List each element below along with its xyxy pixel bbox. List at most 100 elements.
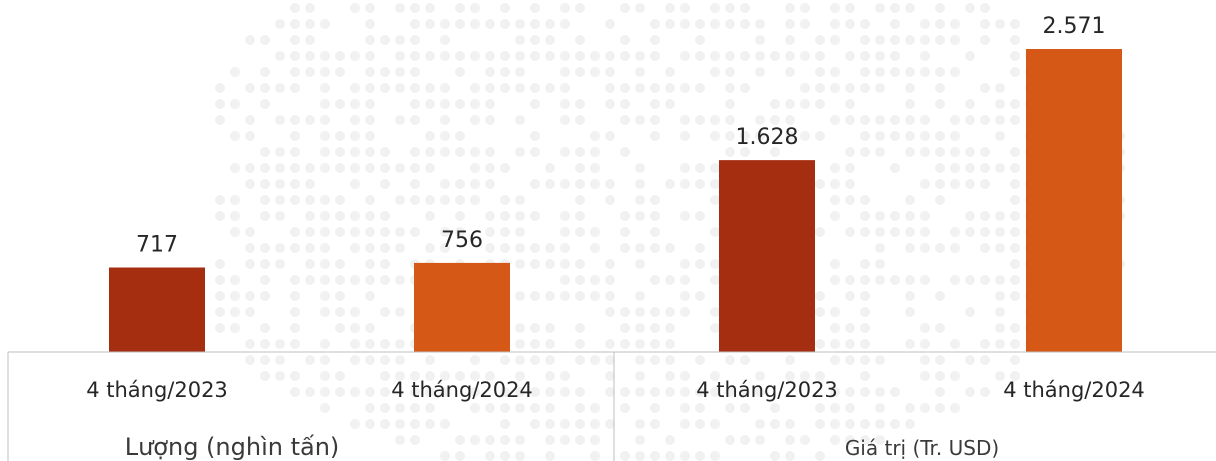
background-dot (290, 163, 300, 173)
background-dot (470, 403, 480, 413)
background-dot (680, 83, 690, 93)
background-dot (365, 99, 375, 109)
background-dot (365, 19, 375, 29)
background-dot (425, 371, 435, 381)
background-dot (725, 99, 735, 109)
background-dot (440, 419, 450, 429)
background-dot (620, 243, 630, 253)
background-dot (365, 243, 375, 253)
background-dot (965, 115, 975, 125)
background-dot (1010, 243, 1020, 253)
background-dot (605, 355, 615, 365)
background-dot (815, 179, 825, 189)
background-dot (710, 323, 720, 333)
background-dot (725, 131, 735, 141)
background-dot (845, 19, 855, 29)
background-dot (515, 67, 525, 77)
background-dot (605, 51, 615, 61)
background-dot (395, 355, 405, 365)
background-dot (875, 51, 885, 61)
background-dot (605, 83, 615, 93)
background-dot (740, 19, 750, 29)
background-dot (215, 211, 225, 221)
background-dot (365, 211, 375, 221)
background-dot (620, 99, 630, 109)
background-dot (515, 291, 525, 301)
background-dot (620, 3, 630, 13)
background-dot (830, 195, 840, 205)
background-dot (710, 227, 720, 237)
background-dot (680, 51, 690, 61)
background-dot (470, 3, 480, 13)
background-dot (380, 419, 390, 429)
background-dot (530, 131, 540, 141)
background-dot (290, 35, 300, 45)
background-dot (275, 19, 285, 29)
background-dot (785, 355, 795, 365)
background-dot (455, 195, 465, 205)
bar-value-1 (719, 160, 815, 352)
background-dot (470, 163, 480, 173)
background-dot (980, 387, 990, 397)
background-dot (455, 67, 465, 77)
background-dot (800, 3, 810, 13)
background-dot (395, 227, 405, 237)
background-dot (935, 195, 945, 205)
background-dot (515, 115, 525, 125)
background-dot (395, 403, 405, 413)
background-dot (650, 19, 660, 29)
background-dot (740, 131, 750, 141)
background-dot (695, 163, 705, 173)
background-dot (920, 211, 930, 221)
background-dot (980, 339, 990, 349)
background-dot (770, 115, 780, 125)
background-dot (620, 35, 630, 45)
background-dot (845, 99, 855, 109)
background-dot (920, 339, 930, 349)
background-dot (380, 371, 390, 381)
background-dot (335, 307, 345, 317)
background-dot (230, 99, 240, 109)
background-dot (230, 307, 240, 317)
background-dot (635, 291, 645, 301)
background-dot (620, 451, 630, 461)
background-dot (920, 179, 930, 189)
background-dot (635, 211, 645, 221)
background-dot (515, 227, 525, 237)
background-dot (305, 227, 315, 237)
background-dot (830, 115, 840, 125)
background-dot (590, 403, 600, 413)
background-dot (815, 339, 825, 349)
background-dot (305, 243, 315, 253)
background-dot (980, 83, 990, 93)
background-dot (290, 275, 300, 285)
background-dot (500, 403, 510, 413)
background-dot (980, 227, 990, 237)
background-dot (365, 291, 375, 301)
background-dot (755, 35, 765, 45)
background-dot (920, 115, 930, 125)
background-dot (380, 387, 390, 397)
background-dot (815, 131, 825, 141)
background-dot (230, 275, 240, 285)
background-dot (455, 51, 465, 61)
background-dot (365, 51, 375, 61)
background-dot (890, 35, 900, 45)
background-dot (680, 259, 690, 269)
background-dot (560, 227, 570, 237)
background-dot (455, 371, 465, 381)
background-dot (575, 227, 585, 237)
background-dot (1010, 115, 1020, 125)
background-dot (350, 355, 360, 365)
background-dot (635, 51, 645, 61)
background-dot (995, 371, 1005, 381)
background-dot (485, 115, 495, 125)
background-dot (395, 35, 405, 45)
background-dot (950, 163, 960, 173)
background-dot (770, 403, 780, 413)
background-dot (1010, 147, 1020, 157)
background-dot (890, 227, 900, 237)
background-dot (590, 131, 600, 141)
background-dot (995, 115, 1005, 125)
background-dot (695, 291, 705, 301)
